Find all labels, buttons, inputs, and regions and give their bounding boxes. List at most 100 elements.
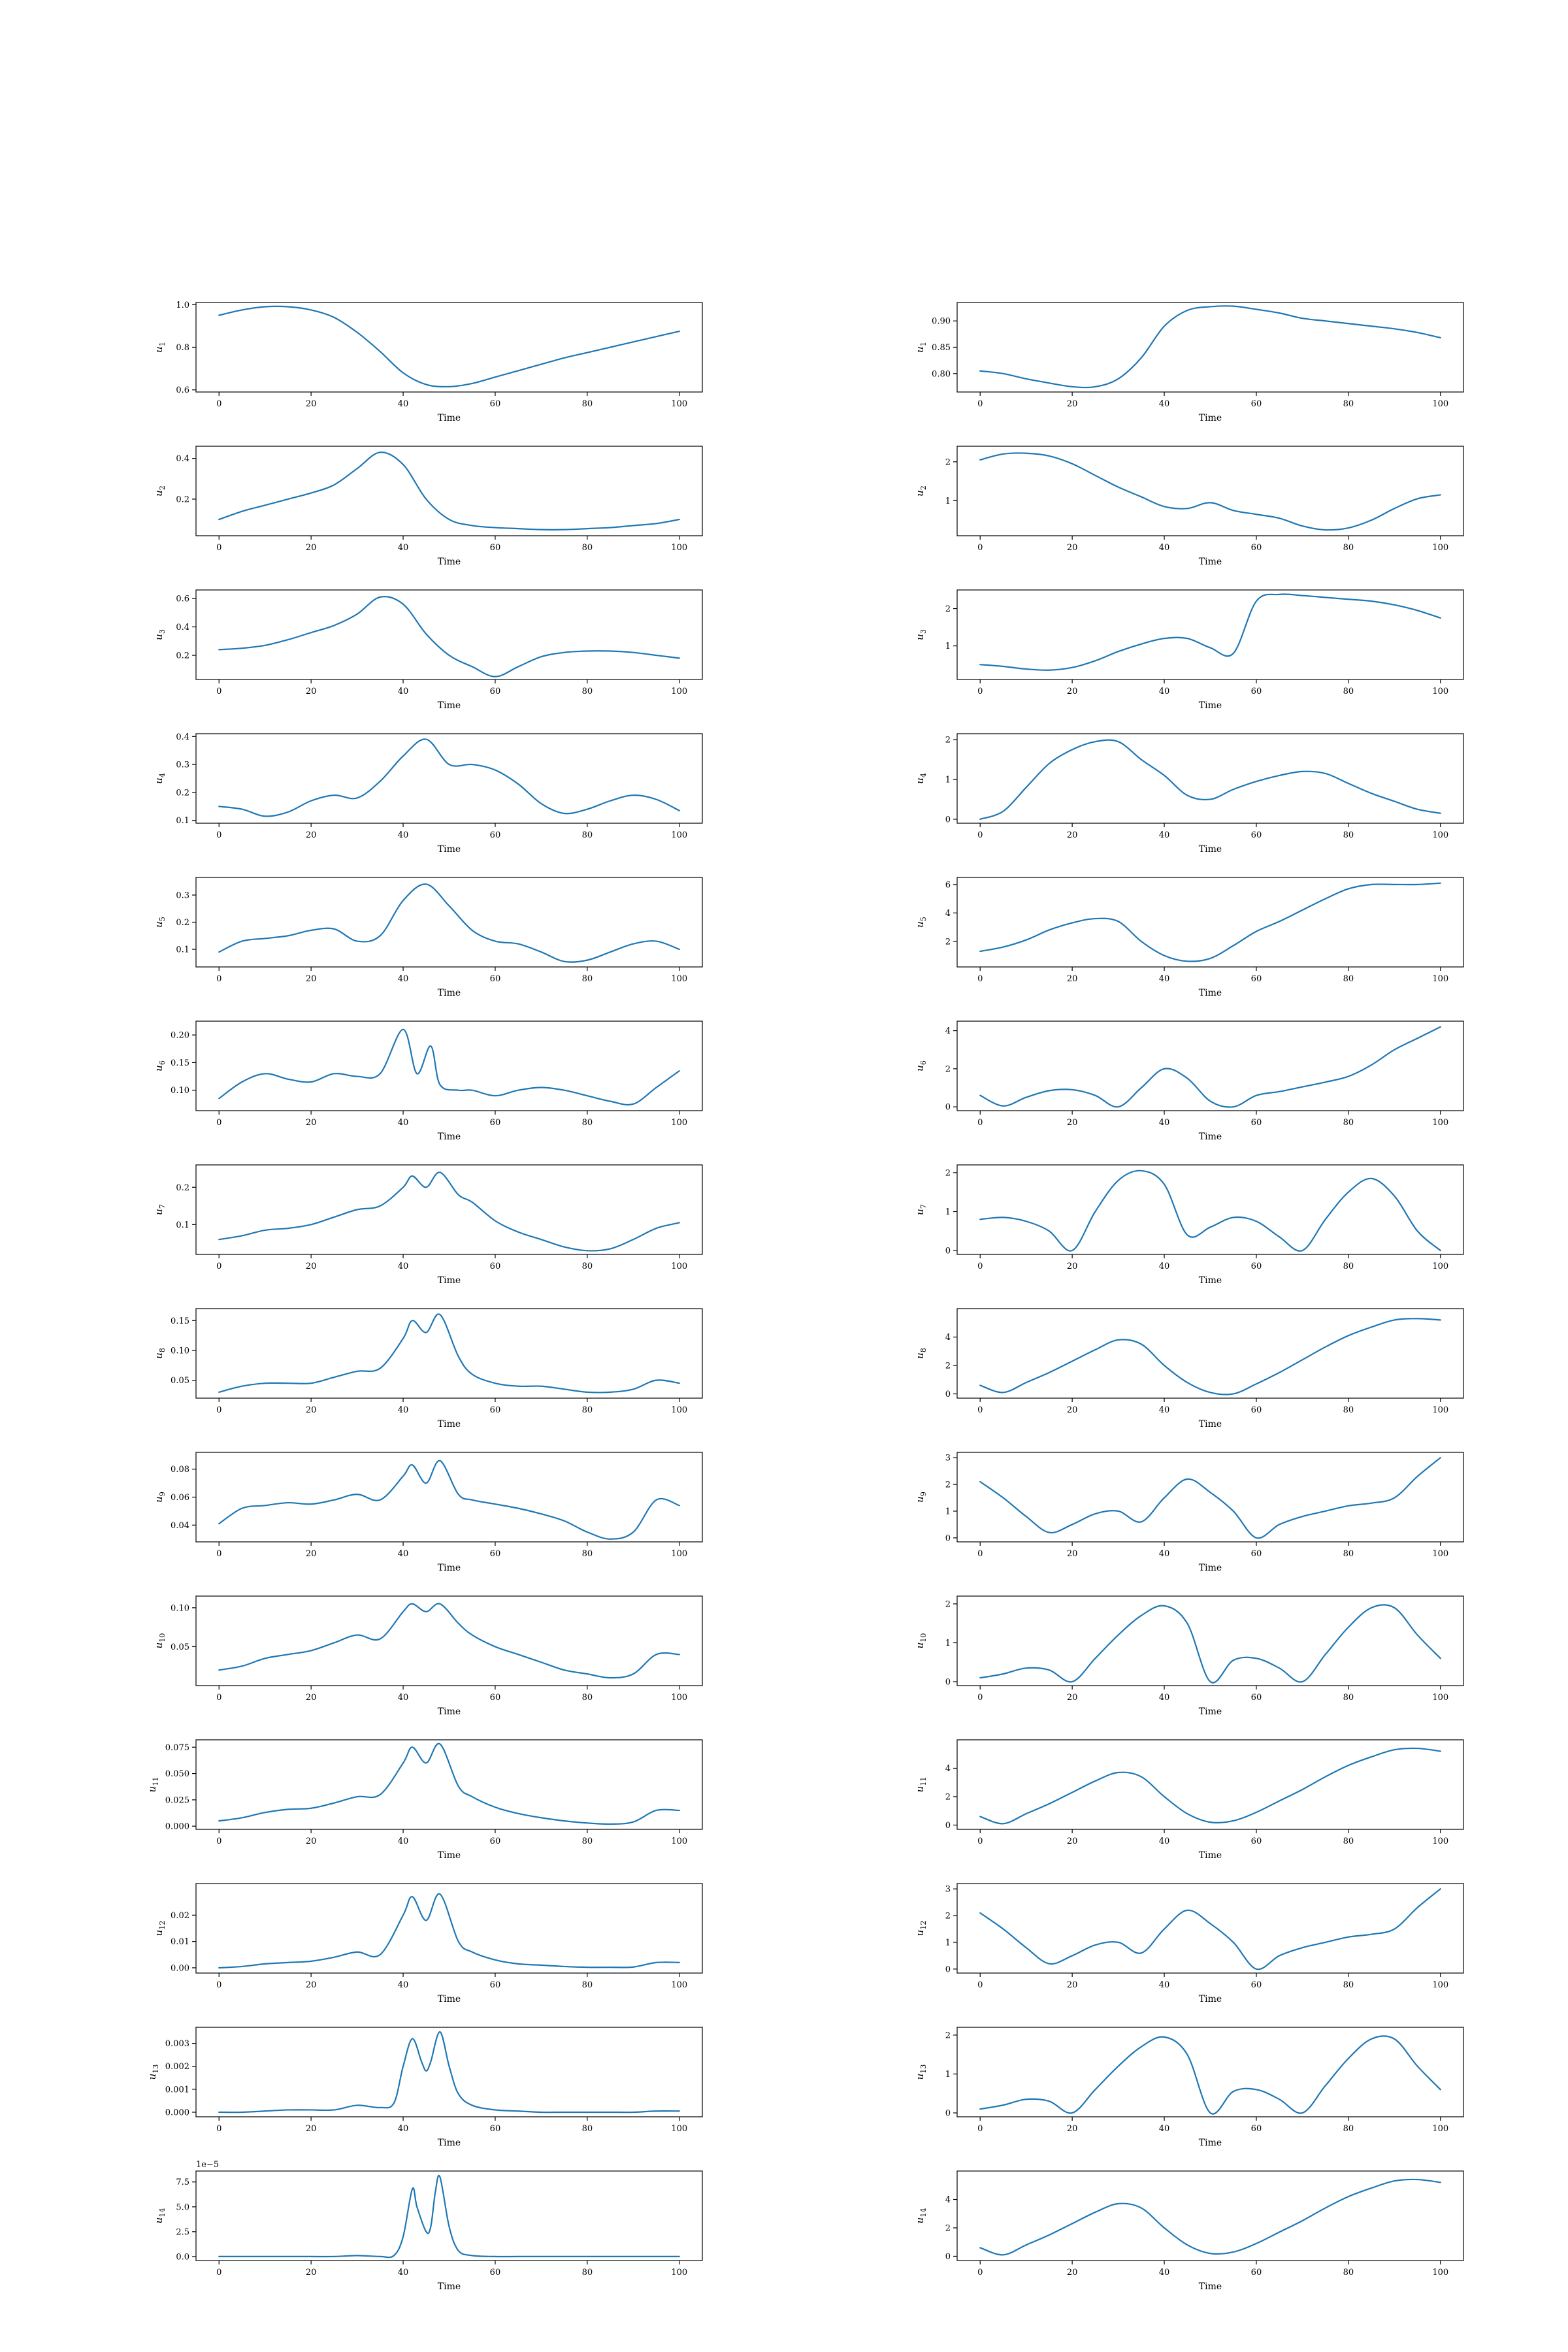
y-axis-label-subscript: 11 (919, 1777, 928, 1786)
y-axis-label-base: u (914, 1930, 926, 1936)
y-tick-label: 0 (945, 815, 951, 825)
axes-frame (195, 2170, 703, 2261)
x-tick-label: 100 (671, 1262, 687, 1271)
x-tick-label: 60 (490, 1549, 501, 1559)
y-axis-label: u3 (914, 629, 928, 640)
x-axis-label: Time (438, 413, 461, 423)
x-tick-label: 60 (490, 1262, 501, 1271)
y-tick-label: 2 (945, 1599, 951, 1609)
x-tick-label: 0 (216, 974, 221, 984)
y-axis-label-subscript: 10 (158, 1633, 167, 1642)
y-tick-label: 0.04 (171, 1521, 189, 1531)
y-tick-label: 0.20 (171, 1031, 189, 1041)
y-axis-label: u7 (153, 1204, 167, 1215)
y-tick-label: 0.0 (176, 2252, 189, 2262)
subplot-right-u13: 0 20 40 60 80 100 0 1 2 Time u13 (914, 2027, 1464, 2148)
x-tick-label: 20 (306, 1118, 317, 1128)
axes-frame (195, 877, 703, 968)
y-axis-label-subscript: 14 (158, 2208, 167, 2217)
y-axis-label-base: u (153, 634, 165, 640)
y-axis-label-base: u (146, 2074, 158, 2080)
y-axis-label-base: u (914, 1209, 926, 1215)
x-tick-label: 80 (1343, 2124, 1354, 2134)
y-axis-label-base: u (153, 346, 165, 353)
x-tick-label: 80 (1343, 830, 1354, 840)
subplot-left-u6: 0 20 40 60 80 100 0.10 0.15 0.20 Time u6 (153, 1021, 703, 1142)
x-tick-label: 20 (306, 687, 317, 696)
axes-frame (195, 1883, 703, 1974)
y-tick-label: 5.0 (176, 2202, 189, 2212)
axes-frame (956, 1452, 1464, 1543)
x-tick-label: 80 (582, 1980, 593, 1990)
y-axis-label: u6 (153, 1060, 167, 1071)
y-tick-label: 0.15 (171, 1058, 189, 1068)
series-line (218, 596, 680, 678)
x-tick-label: 0 (977, 2268, 983, 2278)
x-tick-label: 60 (490, 1980, 501, 1990)
series-line (218, 1460, 680, 1540)
x-tick-label: 20 (306, 1837, 317, 1846)
x-tick-label: 100 (671, 1405, 687, 1415)
y-tick-label: 2 (945, 1480, 951, 1490)
x-tick-label: 0 (977, 1262, 983, 1271)
x-tick-label: 60 (1251, 2268, 1262, 2278)
y-tick-label: 0.6 (176, 385, 189, 395)
y-axis-label: u5 (914, 917, 928, 928)
y-tick-label: 0.2 (176, 1183, 189, 1193)
y-axis-label-base: u (153, 1209, 165, 1215)
x-tick-label: 80 (1343, 1405, 1354, 1415)
y-axis-label: u12 (914, 1921, 928, 1936)
x-axis-label: Time (1199, 844, 1222, 855)
x-tick-label: 40 (398, 1262, 409, 1271)
y-axis-label: u7 (914, 1204, 928, 1215)
y-axis-label-base: u (146, 1786, 158, 1793)
y-axis-label-subscript: 12 (919, 1921, 928, 1930)
axes-frame (956, 1308, 1464, 1399)
x-tick-label: 60 (1251, 687, 1262, 696)
series-line (979, 593, 1441, 671)
series-line (979, 305, 1441, 389)
y-axis-label-subscript: 8 (158, 1348, 167, 1352)
x-axis-label: Time (1199, 700, 1222, 711)
axes-frame (956, 1595, 1464, 1686)
y-tick-label: 2.5 (176, 2227, 189, 2237)
x-tick-label: 100 (671, 2124, 687, 2134)
x-tick-label: 20 (306, 2268, 317, 2278)
x-tick-label: 100 (1432, 399, 1448, 409)
x-axis-label: Time (1199, 413, 1222, 423)
y-axis-label-base: u (914, 346, 926, 353)
subplot-right-u10: 0 20 40 60 80 100 0 1 2 Time u10 (914, 1595, 1464, 1717)
x-tick-label: 40 (398, 830, 409, 840)
x-tick-label: 80 (1343, 1549, 1354, 1559)
y-axis-label-base: u (914, 777, 926, 784)
x-tick-label: 60 (1251, 399, 1262, 409)
y-axis-label: u14 (153, 2208, 167, 2224)
x-tick-label: 0 (977, 1837, 983, 1846)
x-tick-label: 20 (306, 2124, 317, 2134)
x-tick-label: 40 (1159, 1693, 1170, 1703)
y-axis-label-subscript: 2 (919, 485, 928, 490)
y-tick-label: 0 (945, 1821, 951, 1831)
x-tick-label: 20 (1067, 543, 1078, 553)
x-tick-label: 100 (671, 543, 687, 553)
y-tick-label: 0.85 (932, 343, 951, 353)
x-axis-label: Time (1199, 1132, 1222, 1142)
x-axis-label: Time (438, 700, 461, 711)
x-tick-label: 100 (1432, 1549, 1448, 1559)
y-tick-label: 0.00 (171, 1963, 189, 1973)
x-tick-label: 80 (582, 1837, 593, 1846)
y-axis-label-subscript: 5 (158, 917, 167, 921)
x-tick-label: 100 (1432, 2124, 1448, 2134)
x-tick-label: 40 (1159, 974, 1170, 984)
y-tick-label: 2 (945, 457, 951, 467)
y-axis-label: u10 (914, 1633, 928, 1649)
x-tick-label: 40 (1159, 1262, 1170, 1271)
x-tick-label: 100 (1432, 974, 1448, 984)
x-tick-label: 60 (490, 399, 501, 409)
y-tick-label: 1 (945, 2070, 951, 2080)
y-offset-label: 1e−5 (196, 2160, 219, 2170)
y-tick-label: 0 (945, 1247, 951, 1256)
series-line (979, 1888, 1441, 1970)
x-tick-label: 20 (306, 399, 317, 409)
axes-frame (956, 1739, 1464, 1830)
